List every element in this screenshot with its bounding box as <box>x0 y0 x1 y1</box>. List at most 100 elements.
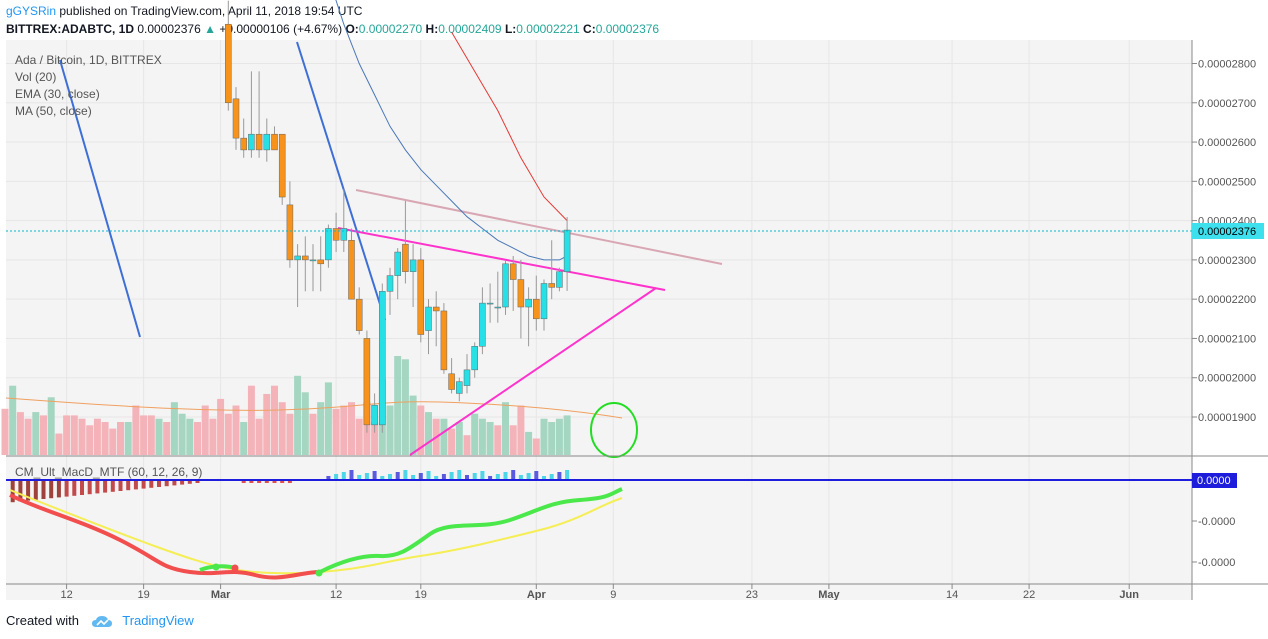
macd-hist-bar <box>157 481 161 487</box>
candle-body <box>394 251 401 276</box>
macd-hist-bar <box>542 476 546 479</box>
candle-body <box>255 133 263 151</box>
volume-bar <box>555 418 563 455</box>
macd-hist-bar <box>95 481 100 494</box>
macd-hist-bar <box>141 481 146 489</box>
volume-bar <box>371 422 379 455</box>
volume-bar <box>201 405 209 455</box>
time-tick-label: Apr <box>527 589 547 600</box>
candle-body <box>479 302 486 347</box>
volume-bar <box>324 382 332 455</box>
macd-hist-bar <box>241 481 246 483</box>
ohlc-line: BITTREX:ADABTC, 1D 0.00002376 ▲ +0.00000… <box>6 22 659 36</box>
wedge-upper-line <box>337 227 666 291</box>
macd-signal-line <box>9 489 623 575</box>
candle-body <box>309 259 317 262</box>
candle-body <box>371 404 378 426</box>
candle-body <box>294 255 301 261</box>
candle-body <box>540 283 548 320</box>
macd-hist-bar <box>357 475 362 479</box>
macd-hist-bar <box>180 481 185 485</box>
volume-bar <box>9 385 17 455</box>
change-value: +0.00000106 (+4.67%) <box>219 22 343 36</box>
macd-hist-bar <box>64 481 69 497</box>
volume-bar <box>409 395 417 455</box>
candle-body <box>240 137 247 151</box>
macd-hist-bar <box>372 471 377 479</box>
volume-bar <box>448 428 456 455</box>
macd-hist-bar <box>449 472 454 479</box>
ma-line <box>451 31 568 221</box>
volume-bar <box>471 413 479 455</box>
volume-bar <box>563 415 571 455</box>
volume-bar <box>417 405 425 455</box>
time-tick-label: 19 <box>137 589 149 600</box>
candle-body <box>432 306 440 312</box>
o-value: 0.00002270 <box>358 22 423 36</box>
candle-body <box>278 133 286 198</box>
macd-hist-bar <box>33 481 38 500</box>
volume-bars <box>1 356 623 455</box>
candle-body <box>425 306 432 331</box>
trendline-blue-1 <box>59 59 141 338</box>
candle-body <box>533 298 540 320</box>
macd-hist-bar <box>49 481 54 499</box>
author-link[interactable]: gGYSRin <box>6 4 57 18</box>
macd-hist-bar <box>172 481 177 486</box>
volume-bar <box>401 359 409 455</box>
macd-hist-bar <box>411 475 416 479</box>
volume-bar <box>140 415 148 455</box>
price-tick-label: 0.00002700 <box>1198 98 1256 110</box>
price-tick-label: 0.00002600 <box>1198 137 1256 149</box>
candle-body <box>348 240 355 300</box>
macd-hist-bar <box>480 471 485 479</box>
volume-bar <box>40 415 47 455</box>
tradingview-brand-link[interactable]: TradingView <box>122 613 194 628</box>
trendline-blue-2 <box>296 41 386 321</box>
symbol-label: BITTREX:ADABTC, 1D <box>6 22 134 36</box>
volume-bar <box>286 413 294 455</box>
macd-hist-bar <box>280 481 285 483</box>
candle-body <box>248 133 255 151</box>
macd-hist-bar <box>534 471 539 479</box>
candle-body <box>448 373 455 390</box>
macd-hist-bar <box>364 473 369 479</box>
volume-bar <box>309 413 317 455</box>
macd-cross-dot-green <box>212 563 220 571</box>
volume-bar <box>194 422 201 455</box>
macd-hist-bar <box>518 475 523 479</box>
price-chart[interactable]: 0.00002800 0.00002700 0.00002600 0.00002500… <box>0 0 1268 600</box>
volume-highlight-circle <box>590 402 638 458</box>
l-value: 0.00002221 <box>516 22 580 36</box>
macd-cross-dot-green-2 <box>315 569 323 577</box>
macd-axis[interactable]: -0.0000 -0.0000 <box>1192 479 1235 569</box>
candle-body <box>494 306 502 309</box>
volume-bar <box>32 412 40 455</box>
macd-hist-bar <box>341 472 346 479</box>
macd-value-tag <box>1192 473 1237 488</box>
time-tick-label: 19 <box>415 589 427 600</box>
volume-bar <box>540 418 548 455</box>
macd-hist-bar <box>187 481 192 484</box>
macd-hist-bar <box>133 481 138 490</box>
candle-body <box>409 259 417 272</box>
volume-bar <box>548 422 556 455</box>
last-price: 0.00002376 <box>137 22 201 36</box>
volume-bar <box>132 405 140 455</box>
macd-hist-bar <box>326 476 331 479</box>
volume-bar <box>517 405 525 455</box>
candle-body <box>363 338 371 426</box>
time-axis[interactable]: 12 19 Mar 12 19 Apr 9 23 May 14 22 Jun <box>60 584 1139 600</box>
macd-hist-bar <box>118 481 123 491</box>
macd-tick-label: -0.0000 <box>1198 557 1235 569</box>
h-value: 0.00002409 <box>438 22 502 36</box>
candle-body <box>563 229 571 272</box>
time-tick-label: Jun <box>1119 589 1139 600</box>
macd-hist-bar <box>26 481 31 501</box>
volume-bar <box>255 418 263 455</box>
price-tick-label: 0.00002800 <box>1198 59 1256 71</box>
price-tick-label: 0.00002200 <box>1198 294 1256 306</box>
candle-body <box>456 381 463 394</box>
volume-bar <box>301 392 309 455</box>
h-label: H: <box>425 22 439 36</box>
